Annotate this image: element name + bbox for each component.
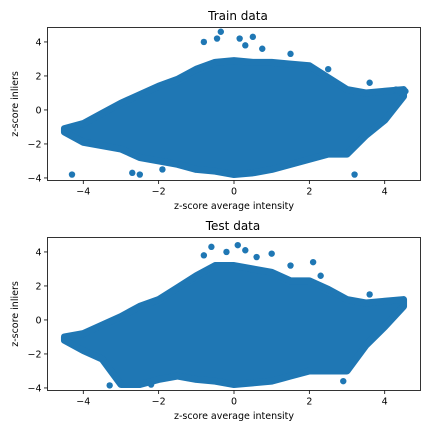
x-tick-label: 2 xyxy=(306,397,312,408)
y-tick-label: 0 xyxy=(35,105,41,116)
scatter-point xyxy=(317,272,324,279)
x-axis-ticks: −4 −2 0 2 4 xyxy=(76,180,388,198)
scatter-point xyxy=(242,42,249,49)
scatter-point xyxy=(217,28,225,35)
y-tick-label: −4 xyxy=(27,173,41,184)
scatter-point xyxy=(340,377,347,385)
scatter-point xyxy=(200,38,208,46)
x-tick-label: −2 xyxy=(152,187,166,198)
y-tick-label: 4 xyxy=(35,247,41,258)
train-data-panel: Train data −4 −2 0 2 4 −4 −2 0 2 4 z-score avera… xyxy=(10,9,421,212)
scatter-point xyxy=(236,35,243,42)
y-axis-label: z-score inliers xyxy=(10,71,21,137)
x-axis-label: z-score average intensity xyxy=(174,201,294,212)
scatter-point xyxy=(366,291,373,298)
scatter-series xyxy=(60,57,408,179)
scatter-point xyxy=(351,171,358,178)
y-axis-label: z-score inliers xyxy=(10,281,21,347)
x-axis-ticks: −4 −2 0 2 4 xyxy=(76,390,388,408)
x-tick-label: −4 xyxy=(76,397,90,408)
x-tick-label: 0 xyxy=(231,397,237,408)
scatter-point-cloud xyxy=(60,57,408,179)
test-data-panel: Test data −4 −2 0 2 4 −4 −2 0 2 4 z-score averag… xyxy=(10,219,421,422)
scatter-point xyxy=(324,65,332,73)
scatter-series xyxy=(60,262,408,389)
scatter-point xyxy=(249,33,257,41)
scatter-point xyxy=(392,86,400,93)
y-tick-label: 2 xyxy=(35,281,41,292)
x-tick-label: 4 xyxy=(382,397,388,408)
scatter-point xyxy=(402,88,409,95)
chart-title: Test data xyxy=(205,219,260,233)
scatter-point xyxy=(223,248,230,256)
scatter-point xyxy=(129,169,136,177)
x-tick-label: −2 xyxy=(152,397,166,408)
y-tick-label: −2 xyxy=(27,349,41,360)
x-tick-label: 0 xyxy=(231,187,237,198)
scatter-point xyxy=(159,166,166,173)
y-tick-label: −2 xyxy=(27,139,41,150)
scatter-point xyxy=(253,253,260,261)
chart-title: Train data xyxy=(207,9,268,23)
scatter-point xyxy=(147,381,155,388)
scatter-point xyxy=(287,50,294,58)
x-tick-label: 4 xyxy=(382,187,388,198)
y-axis-ticks: −4 −2 0 2 4 xyxy=(27,37,48,184)
scatter-point xyxy=(200,252,208,259)
scatter-point xyxy=(259,45,266,52)
scatter-point xyxy=(242,247,249,254)
scatter-point xyxy=(136,171,144,178)
scatter-point xyxy=(366,79,373,86)
outlier-points xyxy=(106,241,407,389)
scatter-point xyxy=(208,243,215,251)
scatter-point xyxy=(268,250,275,257)
y-tick-label: 0 xyxy=(35,315,41,326)
scatter-point xyxy=(213,35,221,42)
scatter-point xyxy=(309,258,317,266)
y-tick-label: 2 xyxy=(35,71,41,82)
scatter-point xyxy=(234,241,241,249)
scatter-point-cloud xyxy=(60,262,408,389)
scatter-point xyxy=(106,382,113,389)
y-tick-label: −4 xyxy=(27,383,41,394)
scatter-point xyxy=(287,262,294,269)
x-tick-label: −4 xyxy=(76,187,90,198)
scatter-point xyxy=(400,298,407,305)
x-tick-label: 2 xyxy=(306,187,312,198)
scatter-point xyxy=(68,171,76,178)
x-axis-label: z-score average intensity xyxy=(174,411,294,422)
outlier-points xyxy=(68,28,409,178)
y-axis-ticks: −4 −2 0 2 4 xyxy=(27,247,48,394)
y-tick-label: 4 xyxy=(35,37,41,48)
